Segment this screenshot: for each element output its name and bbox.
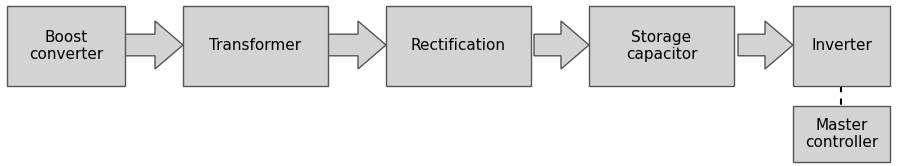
- Bar: [7, 6, 125, 86]
- Bar: [183, 6, 328, 86]
- Polygon shape: [534, 21, 589, 69]
- Polygon shape: [328, 21, 386, 69]
- Text: Storage
capacitor: Storage capacitor: [626, 30, 697, 62]
- Bar: [386, 6, 531, 86]
- Text: Transformer: Transformer: [209, 39, 301, 53]
- Bar: [793, 106, 890, 162]
- Bar: [793, 6, 890, 86]
- Text: Master
controller: Master controller: [805, 118, 878, 150]
- Polygon shape: [738, 21, 793, 69]
- Text: Boost
converter: Boost converter: [29, 30, 103, 62]
- Text: Inverter: Inverter: [811, 39, 872, 53]
- Text: Rectification: Rectification: [411, 39, 506, 53]
- Polygon shape: [125, 21, 183, 69]
- Bar: [589, 6, 734, 86]
